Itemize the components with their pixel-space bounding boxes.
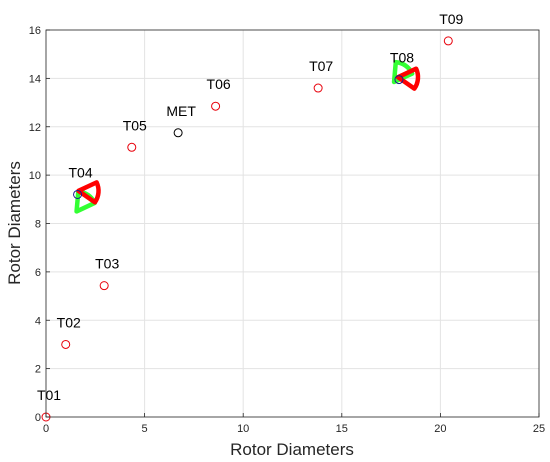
direction-sector — [395, 66, 421, 91]
x-axis-label: Rotor Diameters — [230, 440, 354, 459]
axis-ticks: 0 5 10 15 20 25 0 2 4 6 8 10 12 14 16 — [29, 25, 545, 435]
point-label: T03 — [95, 256, 119, 272]
y-tick-label: 2 — [35, 364, 41, 376]
y-tick-label: 12 — [29, 122, 41, 134]
point-label: T06 — [207, 76, 231, 92]
y-tick-label: 14 — [29, 73, 41, 85]
y-tick-label: 6 — [35, 267, 41, 279]
y-axis-label: Rotor Diameters — [5, 161, 24, 285]
data-point — [61, 339, 71, 349]
point-label: T08 — [390, 50, 414, 66]
point-label: MET — [166, 103, 196, 119]
point-label: T02 — [57, 314, 81, 330]
x-tick-label: 25 — [533, 423, 545, 435]
point-label: T07 — [309, 58, 333, 74]
data-point — [99, 281, 109, 291]
y-tick-label: 0 — [35, 412, 41, 424]
data-point — [211, 101, 221, 111]
data-point — [313, 83, 323, 93]
point-label: T04 — [68, 164, 92, 180]
point-labels: T01 T02 T03 T04 T05 MET T06 T07 T08 T09 — [37, 11, 464, 403]
data-point — [73, 189, 83, 199]
x-tick-label: 10 — [237, 423, 249, 435]
x-tick-label: 15 — [336, 423, 348, 435]
point-label: T05 — [123, 117, 147, 133]
direction-sector — [76, 180, 101, 205]
data-point — [443, 36, 453, 46]
y-tick-label: 16 — [29, 25, 41, 37]
direction-sector — [391, 59, 415, 85]
x-tick-label: 5 — [142, 423, 148, 435]
point-label: T09 — [439, 11, 463, 27]
x-tick-label: 0 — [43, 423, 49, 435]
x-tick-label: 20 — [434, 423, 446, 435]
data-point — [127, 142, 137, 152]
y-tick-label: 8 — [35, 219, 41, 231]
point-label: T01 — [37, 387, 61, 403]
y-tick-label: 10 — [29, 170, 41, 182]
y-tick-label: 4 — [35, 315, 41, 327]
data-point — [173, 128, 183, 138]
data-point — [394, 75, 404, 85]
